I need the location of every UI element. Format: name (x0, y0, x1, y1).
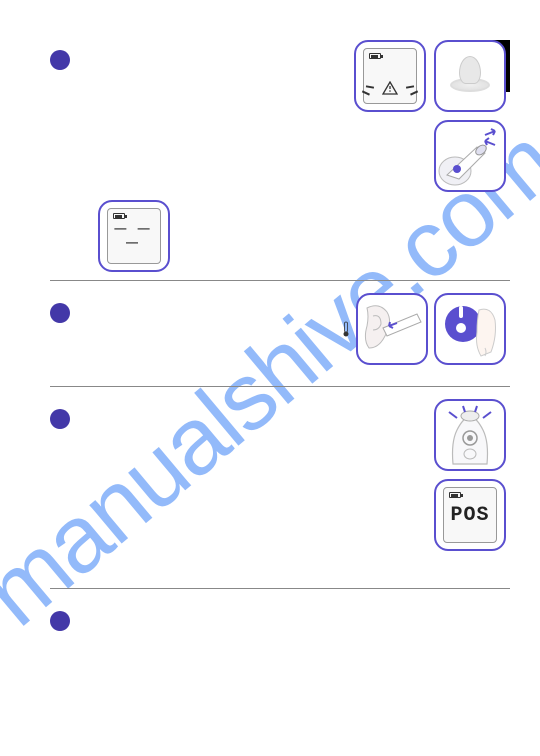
battery-icon (369, 53, 381, 59)
step-2 (50, 293, 510, 387)
lcd-ready-illustration: — — — (98, 200, 170, 272)
exactemp-light-illustration (434, 399, 506, 471)
battery-icon (113, 213, 125, 219)
lcd-dashes: — — — (108, 221, 160, 249)
pos-text: POS (450, 504, 489, 527)
press-button-illustration (434, 293, 506, 365)
step-3: POS (50, 399, 510, 589)
step-bullet (50, 303, 70, 323)
warning-triangle-icon (382, 81, 398, 98)
manual-page: — — — (0, 0, 540, 673)
step-bullet (50, 50, 70, 70)
step-bullet (50, 611, 70, 631)
step-4 (50, 601, 510, 641)
probe-cover-illustration (434, 40, 506, 112)
battery-icon (449, 492, 461, 498)
lcd-pos-illustration: POS (434, 479, 506, 551)
ear-insert-illustration (356, 293, 428, 365)
thermometer-tiny-icon (342, 321, 350, 337)
step-bullet (50, 409, 70, 429)
step-1: — — — (50, 40, 510, 281)
lcd-warning-illustration (354, 40, 426, 112)
thermometer-attach-illustration (434, 120, 506, 192)
